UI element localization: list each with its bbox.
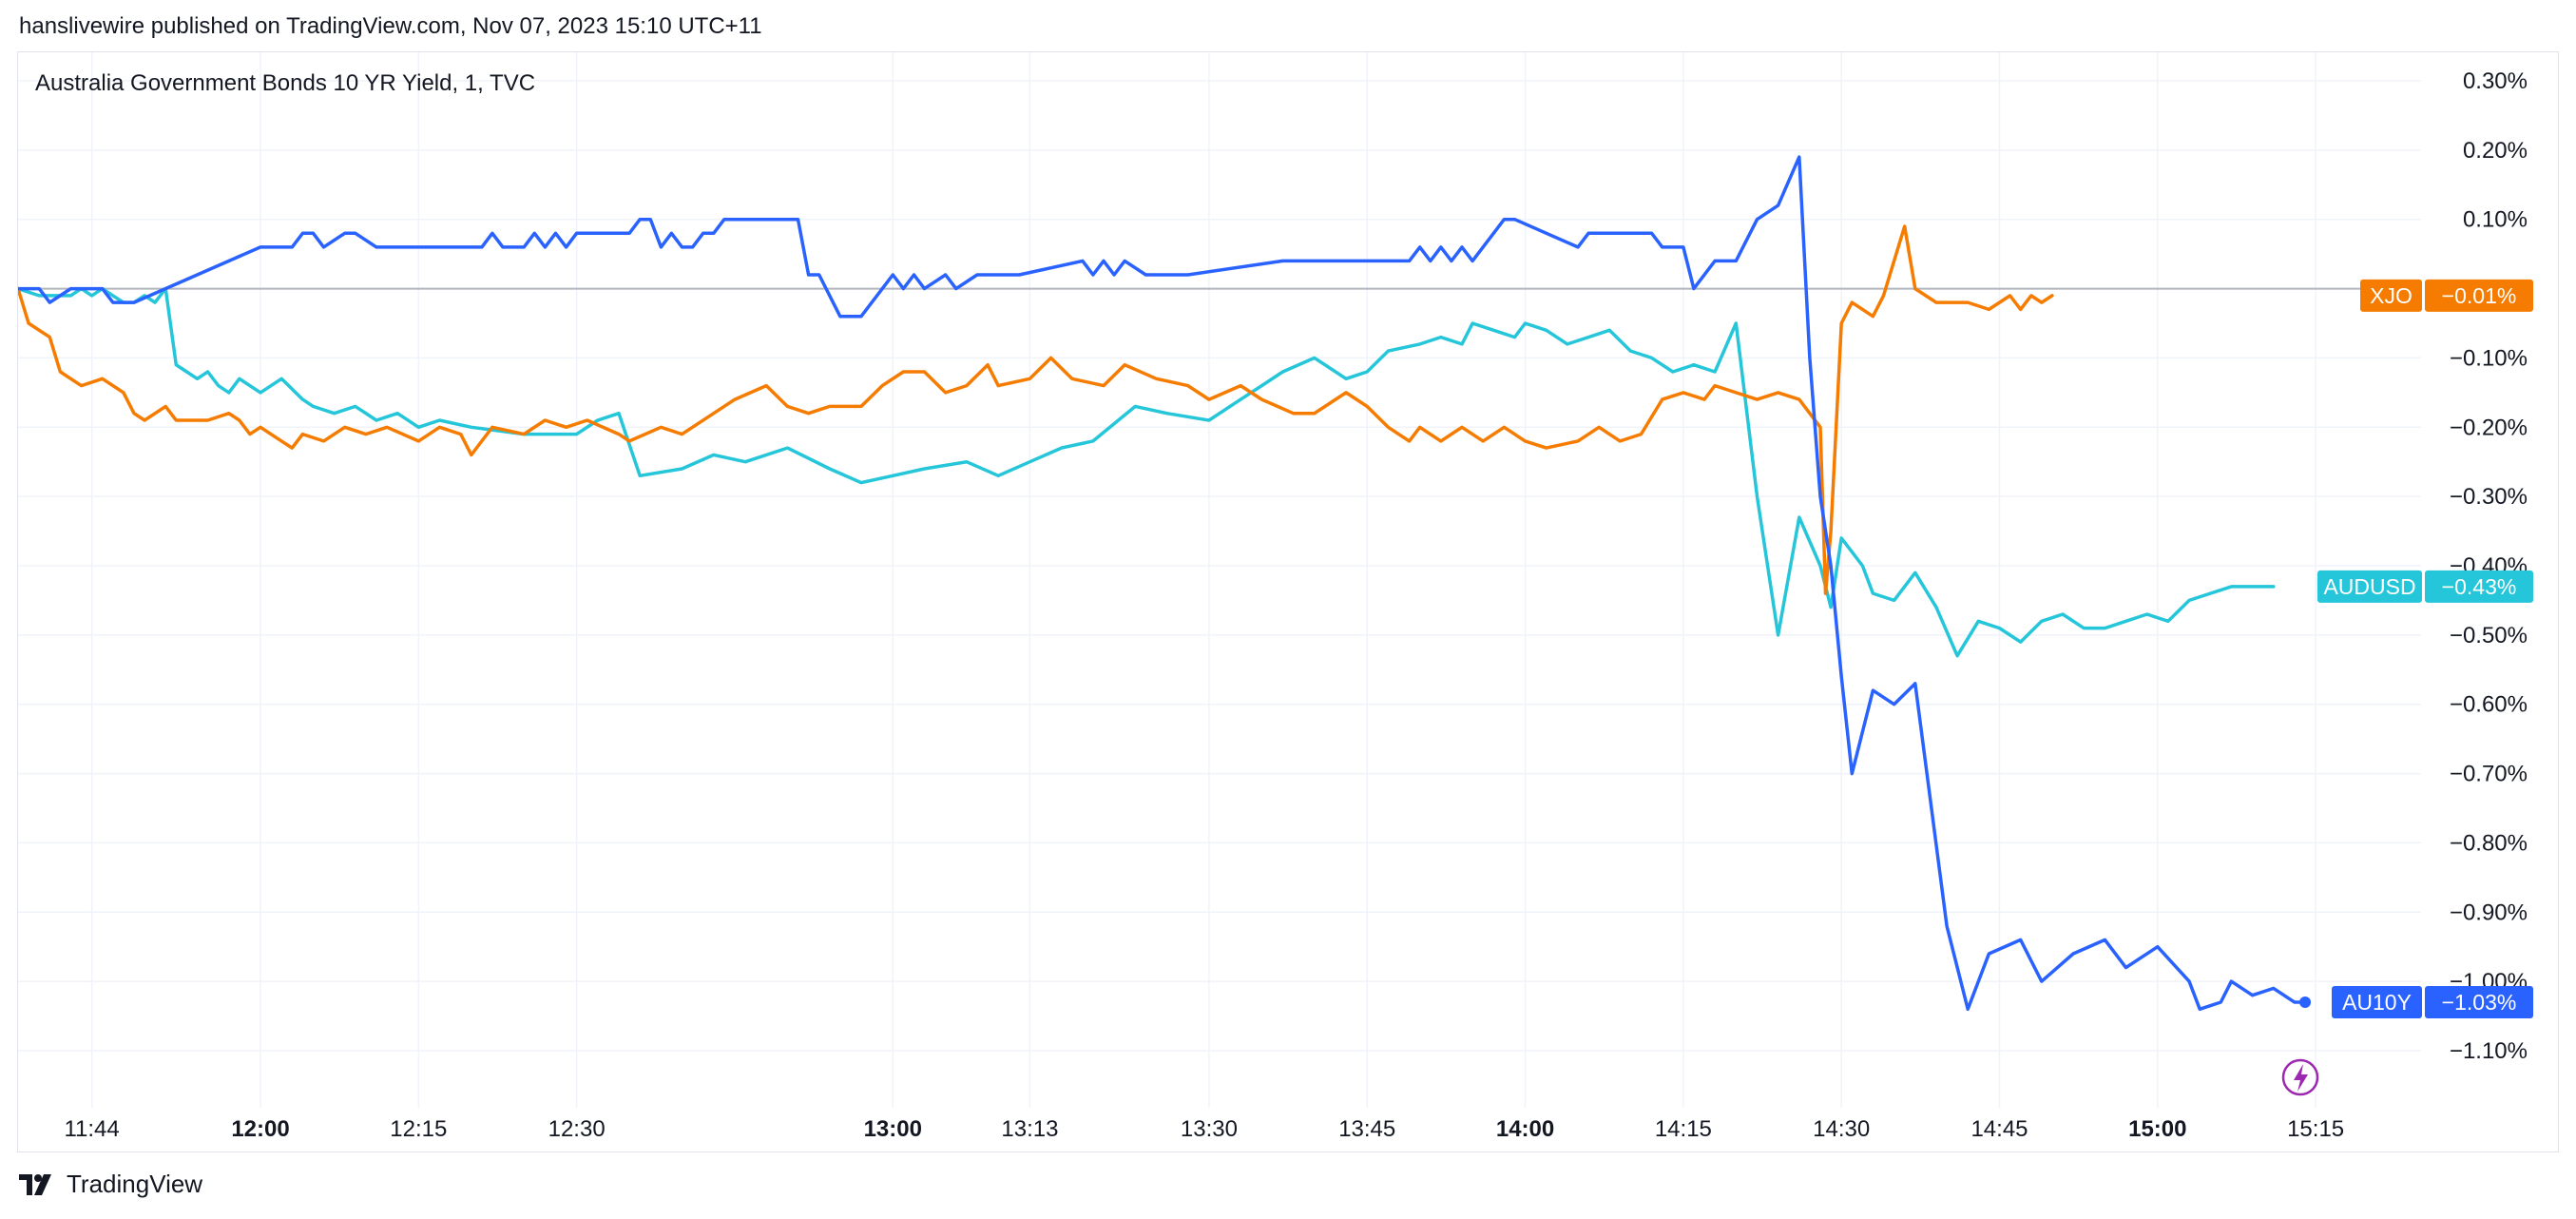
price-tag-value: −0.01% [2442,283,2517,308]
y-tick-label: −0.60% [2450,692,2528,718]
y-tick-label: −1.10% [2450,1038,2528,1064]
x-tick-label: 14:15 [1655,1116,1712,1142]
price-tag-value-bg [2425,986,2533,1018]
x-tick-label: 12:00 [231,1116,289,1142]
tradingview-logo-icon [19,1173,51,1195]
x-tick-label: 12:15 [390,1116,447,1142]
y-tick-label: 0.20% [2463,138,2528,164]
x-tick-label: 14:45 [1970,1116,2028,1142]
price-tag-name-bg [2317,570,2422,603]
x-tick-label: 14:30 [1813,1116,1870,1142]
price-tag-audusd[interactable]: AUDUSD −0.43% [2317,570,2533,603]
series-line-audusd[interactable] [18,286,2276,658]
price-tag-xjo[interactable]: XJO −0.01% [2360,279,2533,312]
tradingview-branding[interactable]: TradingView [19,1170,202,1199]
publisher-header: hanslivewire published on TradingView.co… [19,13,762,39]
x-tick-label: 14:00 [1496,1116,1554,1142]
x-tick-label: 15:00 [2128,1116,2186,1142]
price-tag-name: AU10Y [2342,990,2412,1015]
price-tag-au10y[interactable]: AU10Y −1.03% [2332,986,2533,1018]
y-tick-label: −0.10% [2450,345,2528,371]
series-endpoint-au10y [2299,996,2312,1008]
x-axis[interactable]: 11:44 12:00 12:15 12:30 13:00 13:13 13:30 13:45… [64,1116,2344,1142]
y-tick-label: 0.30% [2463,68,2528,94]
price-tag-value: −1.03% [2442,990,2517,1015]
y-tick-label: −0.90% [2450,900,2528,925]
y-tick-label: −0.30% [2450,484,2528,510]
x-tick-label: 13:13 [1001,1116,1058,1142]
x-tick-label: 11:44 [64,1116,119,1142]
x-tick-label: 13:45 [1338,1116,1395,1142]
lightning-icon[interactable] [2281,1058,2319,1096]
price-tag-name: XJO [2370,283,2413,308]
chart-svg[interactable]: 0.30%0.20%0.10%−0.10%−0.20%−0.30%−0.40%−… [18,52,2558,1151]
x-tick-label: 13:30 [1181,1116,1238,1142]
x-tick-label: 12:30 [548,1116,606,1142]
series-line-au10y[interactable] [18,155,2307,1012]
price-tag-value: −0.43% [2442,574,2517,599]
y-tick-label: 0.10% [2463,207,2528,233]
chart-frame[interactable]: 0.30% 0.20% 0.10% −0.10% −0.20% −0.30% −0.40% −… [17,51,2559,1152]
x-tick-label: 15:15 [2287,1116,2344,1142]
price-tag-name-bg [2332,986,2422,1018]
price-tag-value-bg [2425,279,2533,312]
price-tag-name-bg [2360,279,2422,312]
price-tag-value-bg [2425,570,2533,603]
y-tick-label: −0.70% [2450,762,2528,787]
x-tick-label: 13:00 [864,1116,922,1142]
price-tag-name: AUDUSD [2323,574,2415,599]
price-tags: AU10Y −1.03% XJO −0.01% AUDUSD −0.43% [2317,279,2533,1018]
grid-layer [18,52,2421,1108]
tradingview-wordmark: TradingView [67,1170,203,1198]
series-layer [18,155,2312,1012]
chart-title: Australia Government Bonds 10 YR Yield, … [35,70,535,96]
series-line-xjo[interactable] [18,224,2054,595]
y-tick-label: −0.80% [2450,830,2528,856]
y-axis[interactable]: 0.30%0.20%0.10%−0.10%−0.20%−0.30%−0.40%−… [2450,68,2528,1064]
y-tick-label: −0.20% [2450,415,2528,440]
y-tick-label: −0.50% [2450,623,2528,648]
